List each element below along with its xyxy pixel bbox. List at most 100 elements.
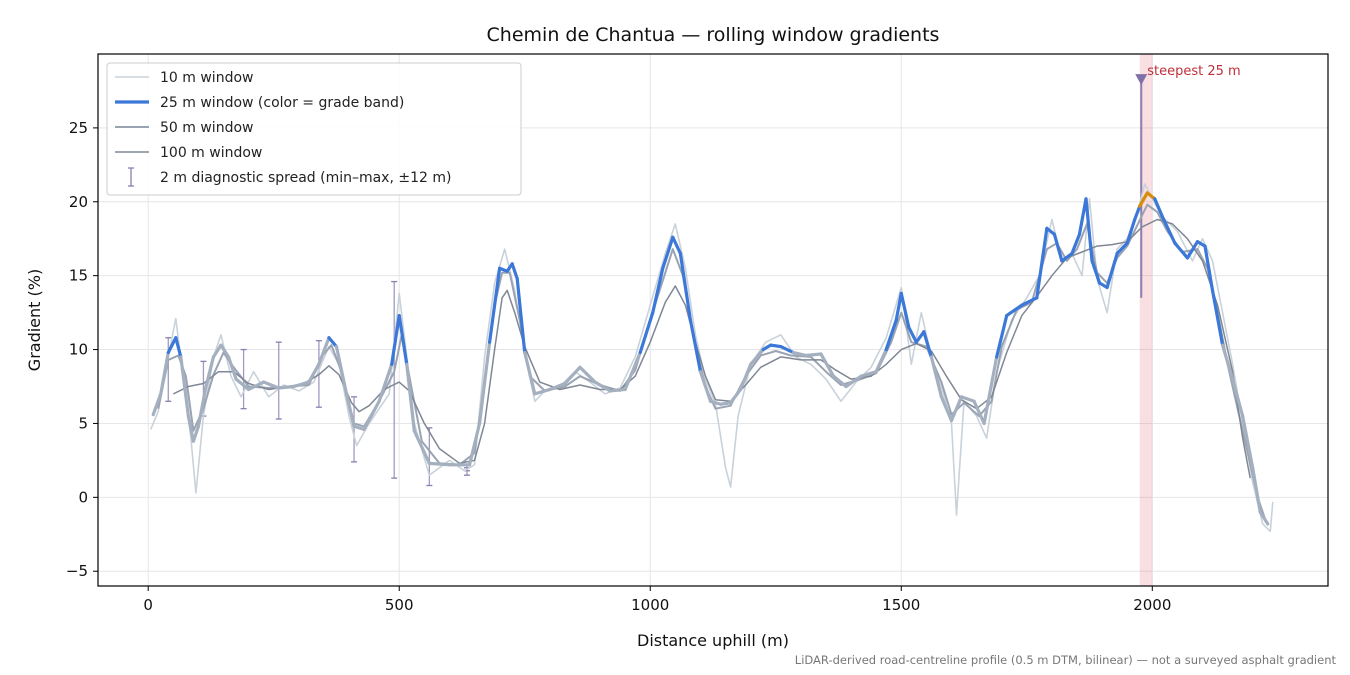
y-tick-label: 15: [69, 267, 88, 285]
x-tick-label: 0: [143, 596, 153, 614]
series-segment-25m: [874, 347, 888, 374]
series-segment-25m: [1185, 240, 1200, 260]
series-segment-25m: [397, 313, 409, 366]
plot-frame: [97, 53, 1329, 587]
series-segment-25m: [959, 395, 976, 403]
series-segment-25m: [1090, 259, 1102, 285]
series-segment-25m: [1020, 296, 1039, 307]
legend-label: 25 m window (color = grade band): [160, 95, 404, 111]
series-segment-25m: [487, 266, 502, 344]
y-tick-label: 0: [78, 488, 88, 506]
series-segment-25m: [292, 380, 311, 389]
series-segment-25m: [661, 235, 675, 270]
legend-label: 10 m window: [160, 70, 253, 86]
series-segment-25m: [739, 362, 753, 392]
series-segment-25m: [929, 355, 944, 399]
legend-label: 2 m diagnostic spread (min–max, ±12 m): [160, 170, 451, 186]
series-segment-25m: [186, 414, 195, 443]
series-segment-25m: [1241, 414, 1255, 470]
series-segment-25m: [1173, 241, 1190, 260]
series-segment-25m: [1220, 343, 1235, 381]
series-segment-25m: [1251, 466, 1262, 514]
x-tick-label: 1500: [882, 596, 920, 614]
series-segment-25m: [277, 384, 296, 390]
series-segment-25m: [179, 355, 190, 418]
series-segment-25m: [390, 313, 401, 366]
series-segment-25m: [728, 387, 743, 405]
series-segment-25m: [1070, 232, 1082, 256]
y-tick-label: 25: [69, 119, 88, 137]
series-line-10m: [149, 183, 1274, 533]
series-segment-25m: [1125, 217, 1137, 245]
series-segment-25m: [344, 392, 356, 428]
series-segment-25m: [1153, 197, 1164, 219]
series-segment-25m: [671, 235, 682, 256]
series-segment-25m: [196, 384, 208, 428]
series-segment-25m: [819, 352, 836, 378]
series-segment-25m: [191, 424, 201, 443]
y-tick-label: 10: [69, 341, 88, 359]
series-line-100m: [172, 218, 1251, 479]
series-segment-25m: [972, 399, 986, 426]
series-segment-25m: [791, 350, 808, 358]
series-segment-25m: [307, 362, 321, 384]
series-segment-25m: [708, 399, 723, 406]
x-axis-ticks: 0 500 1000 1500 2000: [143, 586, 1171, 614]
series-segment-25m: [226, 355, 238, 381]
series-segment-25m: [204, 355, 216, 389]
series-segment-25m: [377, 362, 394, 403]
series-segment-25m: [334, 345, 349, 396]
series-segment-25m: [593, 380, 612, 393]
chart-title: Chemin de Chantua — rolling window gradi…: [487, 24, 940, 46]
series-segment-25m: [638, 311, 655, 355]
series-segment-25m: [1084, 197, 1094, 263]
series-segment-25m: [327, 336, 339, 349]
series-segment-25m: [523, 350, 537, 396]
steepest-highlight: steepest 25 m: [1135, 54, 1241, 586]
steepest-band: [1139, 54, 1153, 586]
series-segment-25m: [831, 374, 848, 389]
series-segment-25m: [578, 365, 597, 384]
series-segment-25m: [718, 401, 733, 406]
series-segment-25m: [995, 313, 1009, 359]
steepest-label: steepest 25 m: [1147, 64, 1240, 79]
series-segment-25m: [769, 343, 783, 349]
series-line-50m: [157, 203, 1267, 520]
series-segment-25m: [1138, 191, 1149, 208]
series-segment-25m: [211, 343, 223, 359]
series-segment-25m: [362, 399, 381, 431]
series-segment-25m: [247, 380, 266, 392]
series-segment-25m: [467, 421, 482, 467]
y-tick-label: 20: [69, 193, 88, 211]
series-segment-25m: [688, 318, 703, 374]
series-segment-25m: [219, 343, 231, 359]
series-segment-25m: [317, 336, 331, 366]
series-lines: [149, 183, 1274, 533]
series-segment-25m: [779, 345, 795, 355]
series-segment-25m: [159, 350, 170, 396]
series-segment-25m: [678, 251, 693, 322]
series-segment-25m: [894, 291, 903, 322]
series-segment-25m: [1133, 204, 1142, 222]
series-segment-25m: [804, 352, 823, 358]
series-segment-25m: [1105, 251, 1119, 290]
series-segment-25m: [1052, 232, 1064, 263]
y-axis-ticks: −5 0 5 10 15 20 25: [66, 119, 98, 580]
series-segment-25m: [698, 370, 713, 403]
series-segment-25m: [907, 325, 918, 344]
series-segment-25m: [982, 355, 999, 426]
series-segment-25m: [262, 380, 281, 390]
x-tick-label: 2000: [1133, 596, 1171, 614]
series-segment-25m: [548, 381, 567, 392]
series-segment-25m: [1203, 244, 1215, 293]
series-segment-25m: [1115, 241, 1129, 256]
series-segment-25m: [623, 350, 642, 392]
series-segment-25m: [949, 395, 964, 423]
series-segment-25m: [1060, 251, 1074, 263]
series-segment-25m: [608, 387, 627, 393]
y-axis-label: Gradient (%): [25, 269, 44, 371]
series-segment-25m: [899, 291, 911, 329]
series-segment-25m: [515, 277, 527, 355]
series-segment-25m: [412, 429, 431, 465]
